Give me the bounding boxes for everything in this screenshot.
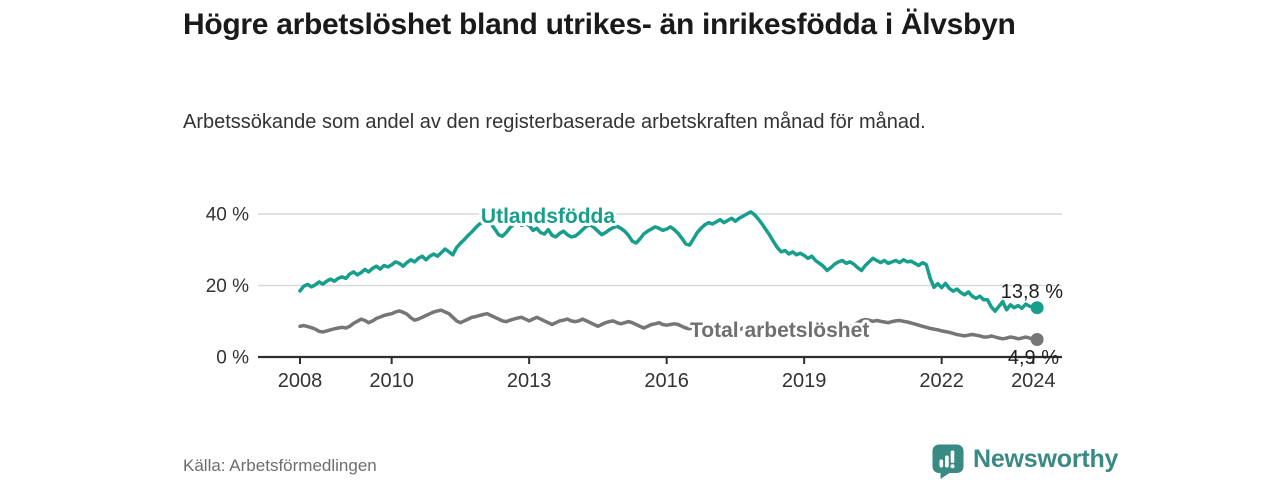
bar-chart-speech-bubble-icon — [932, 444, 964, 479]
source-note: Källa: Arbetsförmedlingen — [183, 456, 377, 475]
line-total-arbetsl-shet — [298, 308, 1039, 342]
gridlines — [258, 213, 1062, 287]
y-axis-labels: 0 % 20 % 40 % — [206, 205, 249, 369]
end-value-label-utlandsf-dda: 13,8 % — [1001, 281, 1063, 303]
x-tick-label: 2019 — [782, 370, 827, 392]
line-utlandsf-dda — [298, 210, 1039, 313]
y-tick-label: 0 % — [216, 348, 249, 369]
series-lines — [298, 210, 1039, 342]
y-tick-label: 20 % — [206, 276, 249, 297]
chart-subtitle: Arbetssökande som andel av den registerb… — [183, 111, 926, 133]
series-end-dots — [1030, 301, 1044, 346]
x-axis-labels: 2008 2010 2013 2016 2019 2022 2024 — [278, 370, 1056, 392]
end-dot-utlandsf-dda — [1030, 301, 1044, 315]
x-tick-label: 2016 — [644, 370, 689, 392]
series-label-total-arbetsl-shet: Total arbetslöshet — [690, 319, 869, 342]
series-inline-labels: Utlandsfödda Total arbetslöshet — [478, 202, 872, 345]
x-tick-label: 2010 — [369, 370, 414, 392]
end-value-labels: 13,8 % 4,9 % — [1001, 281, 1063, 369]
x-tick-label: 2022 — [919, 370, 964, 392]
series-label-utlandsf-dda: Utlandsfödda — [481, 205, 615, 228]
y-tick-label: 40 % — [206, 205, 249, 226]
chart-header: Högre arbetslöshet bland utrikes- än inr… — [183, 4, 1103, 46]
end-value-label-total-arbetsl-shet: 4,9 % — [1008, 347, 1059, 369]
page-title: Högre arbetslöshet bland utrikes- än inr… — [183, 8, 1016, 41]
end-dot-total-arbetsl-shet — [1030, 333, 1044, 346]
x-tick-label: 2008 — [278, 370, 323, 392]
brand-name: Newsworthy — [973, 445, 1119, 473]
newsworthy-logo: Newsworthy — [931, 443, 1118, 479]
x-tick-label: 2024 — [1011, 370, 1056, 392]
x-tick-label: 2013 — [507, 370, 552, 392]
x-axis — [258, 355, 1062, 364]
